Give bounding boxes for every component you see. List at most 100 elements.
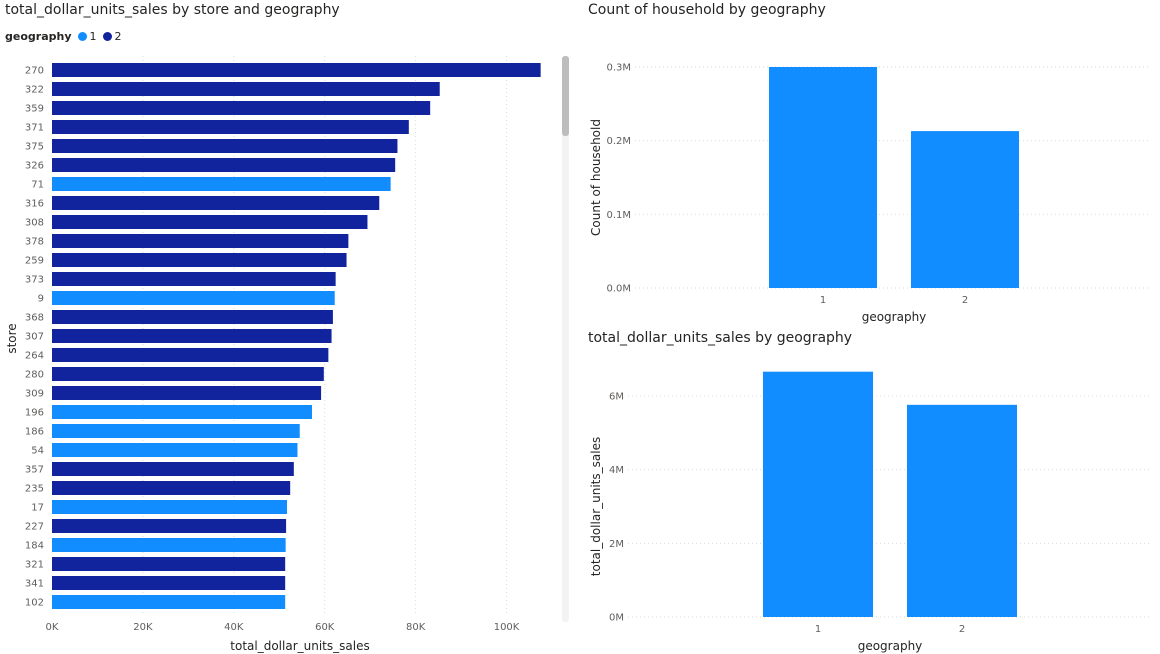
legend-dot-1-icon xyxy=(77,32,87,41)
bar-store-359[interactable] xyxy=(52,101,431,115)
legend-title: geography xyxy=(5,30,72,43)
household-bar-chart[interactable]: 0.0M 0.1M 0.2M 0.3M 1 2 geography Count of hous… xyxy=(580,40,1158,330)
y-tick-label: 359 xyxy=(25,104,44,115)
y-tick-label: 357 xyxy=(25,465,44,476)
y-tick-label: 375 xyxy=(25,142,44,153)
bar-store-378[interactable] xyxy=(52,234,349,248)
bar-store-227[interactable] xyxy=(52,519,287,533)
y-tick-label: 259 xyxy=(25,256,44,267)
bar-store-102[interactable] xyxy=(52,595,286,609)
y-tick-label: 184 xyxy=(25,541,44,552)
y-axis-title: store xyxy=(5,323,19,353)
left-chart-legend: geography 1 2 xyxy=(5,30,122,43)
bar-store-322[interactable] xyxy=(52,82,440,96)
y-tick-label: 4M xyxy=(609,465,624,476)
bar-store-71[interactable] xyxy=(52,177,391,191)
store-bar-chart[interactable]: 0K 20K 40K 60K 80K 100K 270 322 359 371 375 326 71 31… xyxy=(0,52,560,654)
bar-store-373[interactable] xyxy=(52,272,336,286)
y-tick-label: 307 xyxy=(25,332,44,343)
sales-by-geography-bar-chart[interactable]: 0M 2M 4M 6M 1 2 geography total_dollar_units_sa… xyxy=(580,358,1158,654)
bar-store-368[interactable] xyxy=(52,310,333,324)
bar-store-371[interactable] xyxy=(52,120,409,134)
y-tick-label: 373 xyxy=(25,275,44,286)
bar-store-307[interactable] xyxy=(52,329,332,343)
y-tick-label: 9 xyxy=(38,294,44,305)
y-tick-label: 54 xyxy=(31,446,44,457)
bar-store-9[interactable] xyxy=(52,291,335,305)
y-tick-label: 0M xyxy=(609,613,624,624)
x-tick-label: 100K xyxy=(494,622,520,633)
x-tick-label: 1 xyxy=(820,295,826,306)
y-tick-label: 235 xyxy=(25,484,44,495)
y-tick-label: 6M xyxy=(609,392,624,403)
bar-store-280[interactable] xyxy=(52,367,324,381)
bar-store-375[interactable] xyxy=(52,139,398,153)
x-axis-title: geography xyxy=(858,639,923,653)
bar-store-308[interactable] xyxy=(52,215,368,229)
y-tick-label: 0.1M xyxy=(606,210,631,221)
y-tick-label: 321 xyxy=(25,560,44,571)
bar-store-357[interactable] xyxy=(52,462,294,476)
y-tick-label: 309 xyxy=(25,389,44,400)
y-tick-label: 71 xyxy=(31,180,44,191)
y-tick-label: 2M xyxy=(609,539,624,550)
y-tick-label: 371 xyxy=(25,123,44,134)
y-tick-label: 326 xyxy=(25,161,44,172)
bar-store-259[interactable] xyxy=(52,253,347,267)
x-tick-label: 80K xyxy=(406,622,426,633)
y-tick-label: 0.3M xyxy=(606,63,631,74)
y-tick-label: 227 xyxy=(25,522,44,533)
right-bottom-chart-title: total_dollar_units_sales by geography xyxy=(588,330,853,346)
bar-store-309[interactable] xyxy=(52,386,322,400)
bar-geography-1[interactable] xyxy=(763,371,873,617)
left-chart-scrollbar[interactable] xyxy=(562,56,569,622)
x-tick-label: 1 xyxy=(815,624,821,635)
y-tick-label: 316 xyxy=(25,199,44,210)
y-tick-label: 0.0M xyxy=(606,284,631,295)
y-axis-title: Count of household xyxy=(589,119,603,236)
x-tick-label: 40K xyxy=(224,622,244,633)
bar-store-235[interactable] xyxy=(52,481,291,495)
y-tick-label: 308 xyxy=(25,218,44,229)
bar-store-316[interactable] xyxy=(52,196,380,210)
x-tick-label: 0K xyxy=(46,622,59,633)
x-axis-title: geography xyxy=(862,310,927,324)
x-tick-label: 2 xyxy=(959,624,965,635)
bar-store-270[interactable] xyxy=(52,63,541,77)
x-tick-label: 60K xyxy=(315,622,335,633)
y-tick-label: 264 xyxy=(25,351,44,362)
left-chart-title: total_dollar_units_sales by store and ge… xyxy=(5,2,340,18)
bar-store-326[interactable] xyxy=(52,158,396,172)
bar-store-17[interactable] xyxy=(52,500,287,514)
bar-store-186[interactable] xyxy=(52,424,300,438)
y-tick-label: 17 xyxy=(31,503,44,514)
bar-geography-1[interactable] xyxy=(769,67,877,288)
bar-store-196[interactable] xyxy=(52,405,312,419)
left-chart-scroll-thumb[interactable] xyxy=(562,56,569,136)
y-tick-label: 341 xyxy=(25,579,44,590)
y-tick-label: 378 xyxy=(25,237,44,248)
bar-store-184[interactable] xyxy=(52,538,286,552)
legend-label-2: 2 xyxy=(114,30,122,43)
legend-label-1: 1 xyxy=(89,30,97,43)
y-axis-title: total_dollar_units_sales xyxy=(589,437,603,576)
bar-store-321[interactable] xyxy=(52,557,286,571)
y-tick-label: 0.2M xyxy=(606,136,631,147)
legend-item-2[interactable]: 2 xyxy=(102,30,122,43)
legend-item-1[interactable]: 1 xyxy=(77,30,97,43)
x-tick-label: 2 xyxy=(962,295,968,306)
bar-store-54[interactable] xyxy=(52,443,298,457)
y-tick-label: 322 xyxy=(25,85,44,96)
bar-geography-2[interactable] xyxy=(907,404,1017,617)
bar-store-264[interactable] xyxy=(52,348,329,362)
y-tick-label: 186 xyxy=(25,427,44,438)
x-axis-title: total_dollar_units_sales xyxy=(230,639,369,653)
right-top-chart-title: Count of household by geography xyxy=(588,2,826,18)
y-tick-label: 270 xyxy=(25,66,44,77)
bar-geography-2[interactable] xyxy=(911,131,1019,288)
legend-dot-2-icon xyxy=(102,32,112,41)
y-tick-label: 280 xyxy=(25,370,44,381)
bar-store-341[interactable] xyxy=(52,576,286,590)
x-tick-label: 20K xyxy=(133,622,153,633)
y-tick-label: 196 xyxy=(25,408,44,419)
